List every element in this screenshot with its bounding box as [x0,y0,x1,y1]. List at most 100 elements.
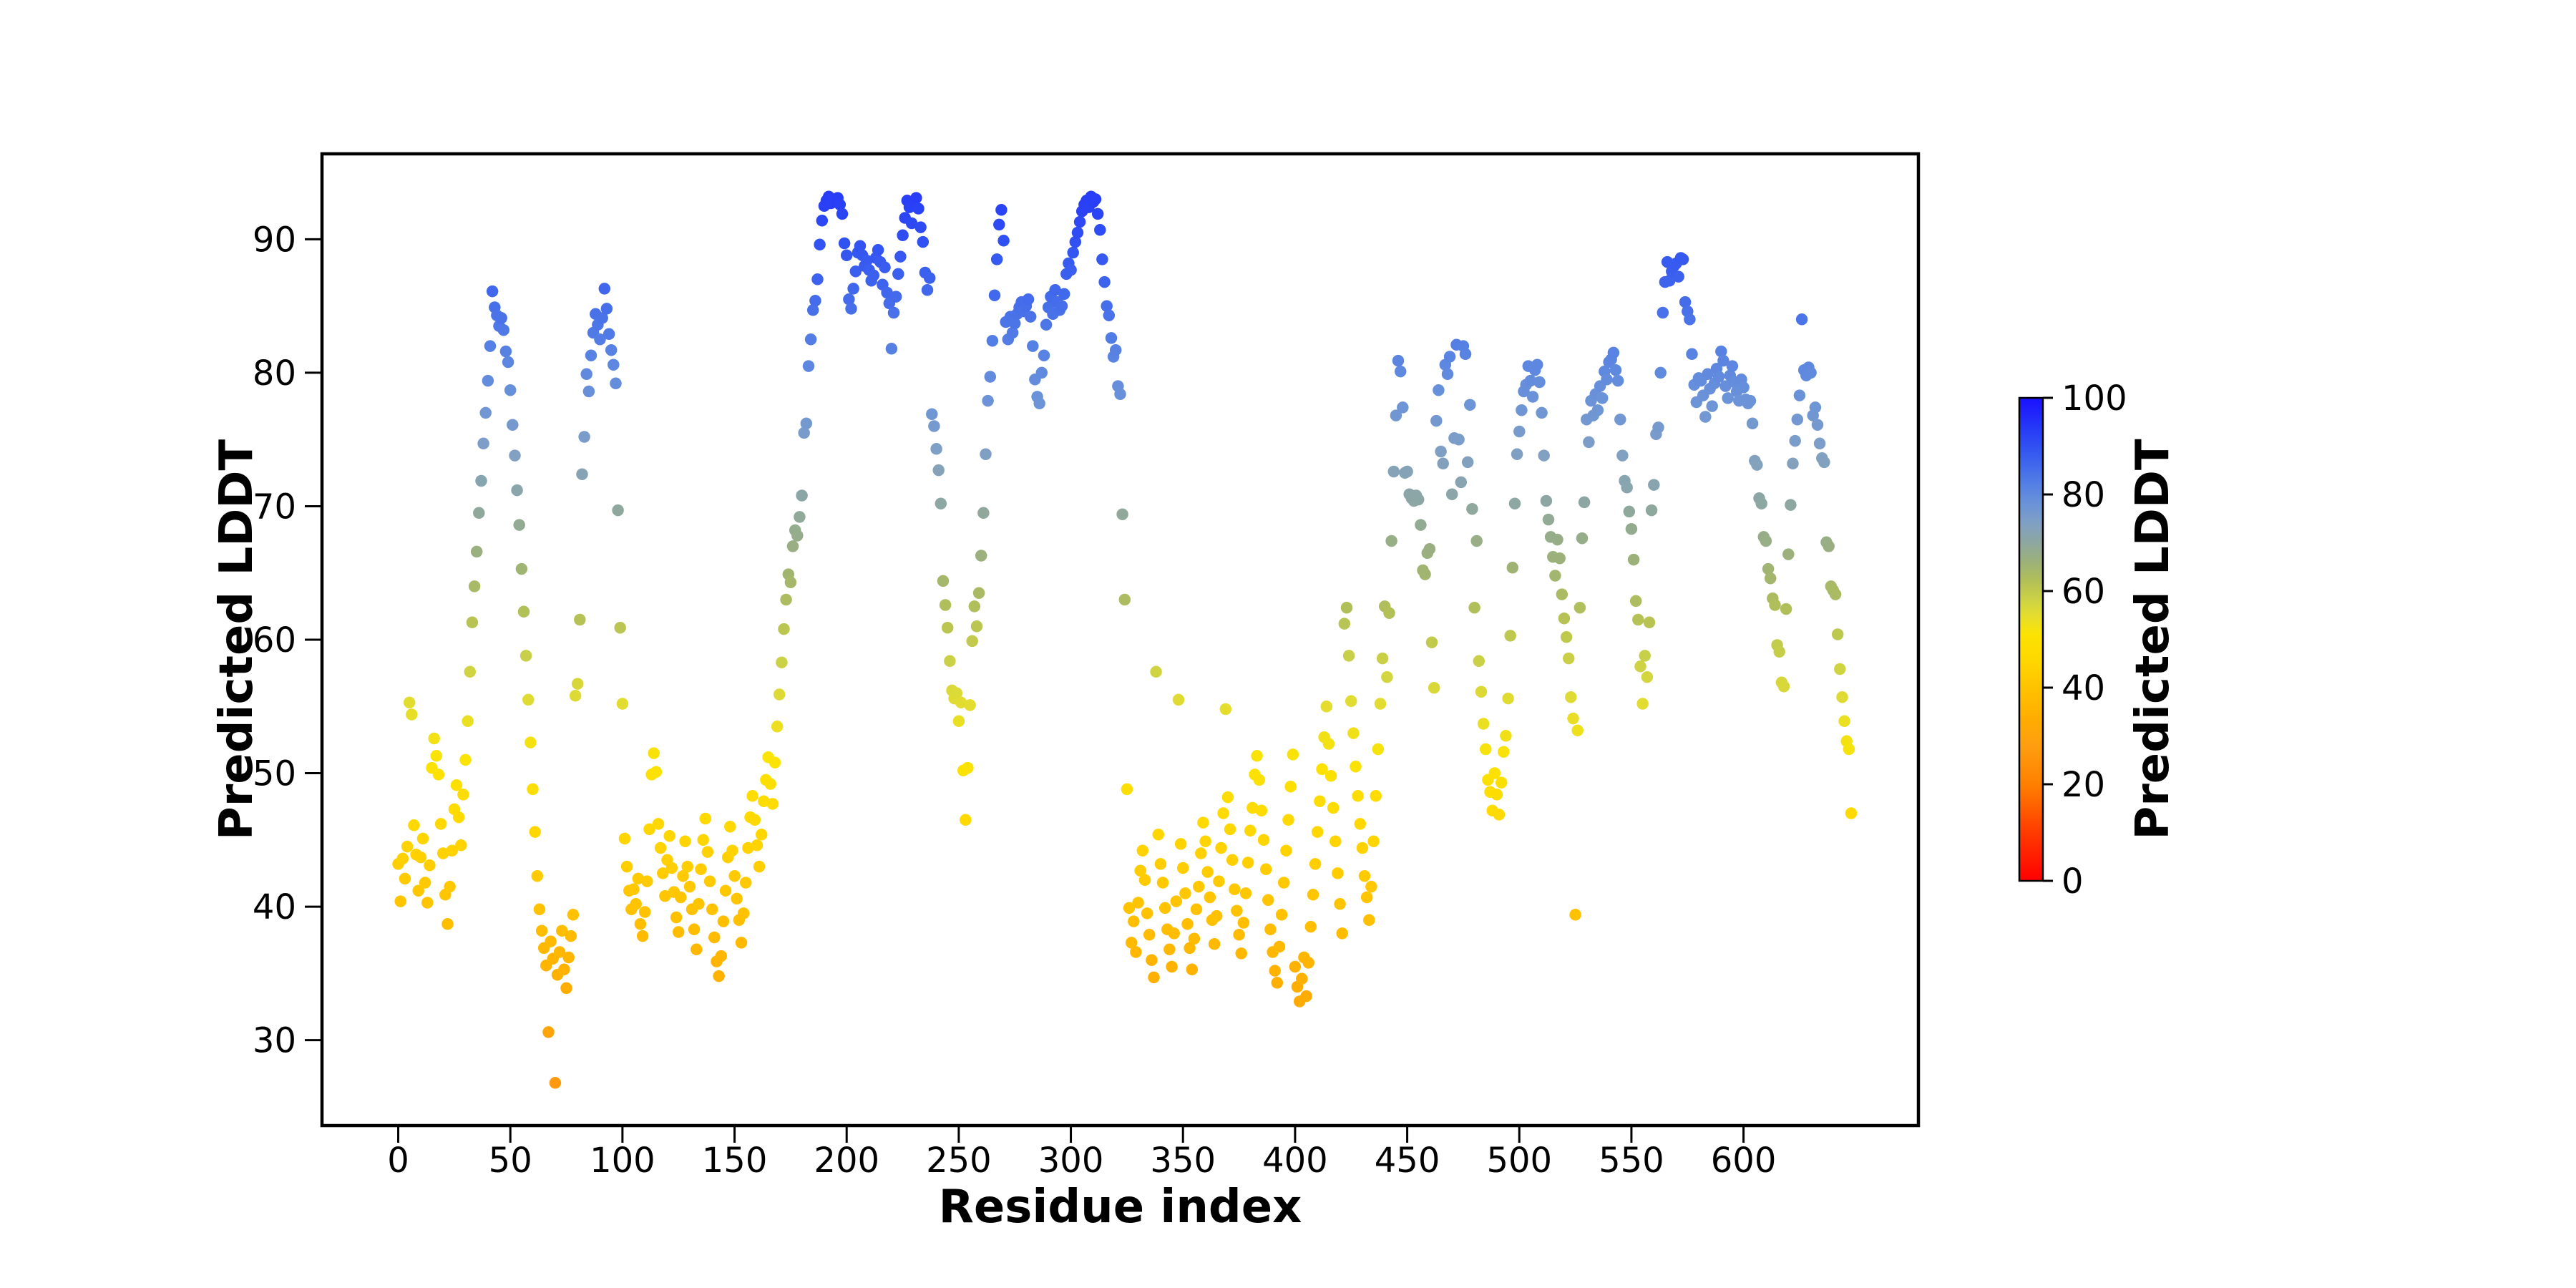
scatter-point [1264,923,1277,936]
scatter-point [507,419,519,431]
scatter-point [632,872,645,885]
scatter-point [1477,718,1490,730]
scatter-point [1302,957,1314,969]
scatter-point [986,334,999,347]
scatter-point [1134,864,1146,877]
scatter-point [1152,829,1165,841]
scatter-point [1777,680,1790,693]
scatter-point [1760,535,1772,547]
scatter-point [462,715,474,728]
scatter-point [764,778,776,790]
scatter-point [980,448,992,460]
scatter-point [715,950,728,962]
scatter-point [861,254,873,267]
scatter-point [769,756,781,769]
scatter-point [811,273,824,286]
scatter-point [1271,977,1284,989]
x-tick-label: 600 [1711,1141,1777,1181]
scatter-point [515,562,528,575]
scatter-point [432,769,445,781]
scatter-point [1172,693,1185,706]
scatter-point [962,761,974,774]
scatter-point [569,690,582,702]
scatter-point [1513,425,1526,438]
scatter-point [753,860,766,873]
scatter-point [1495,776,1508,789]
scatter-point [1526,391,1539,403]
scatter-point [1453,433,1465,446]
scatter-point [1311,826,1324,838]
scatter-point [1356,841,1369,854]
scatter-point [1327,801,1340,814]
scatter-point [1500,730,1512,742]
x-tick-label: 500 [1486,1141,1552,1181]
scatter-point [1114,388,1126,401]
scatter-point [1702,368,1714,381]
scatter-point [849,265,862,278]
scatter-point [1634,660,1646,673]
scatter-point [1257,834,1270,847]
scatter-point [990,253,1003,265]
scatter-point [1425,636,1438,648]
scatter-point [1262,894,1274,907]
scatter-point [966,635,978,648]
scatter-point [1601,374,1613,386]
scatter-point [1433,384,1445,396]
scatter-point [867,269,880,282]
scatter-point [672,926,685,938]
scatter-point [1067,246,1079,259]
scatter-point [975,550,987,562]
scatter-point [567,909,580,921]
scatter-point [1125,937,1138,949]
scatter-point [446,844,458,857]
scatter-point [1320,701,1333,713]
scatter-point [675,891,687,904]
scatter-point [428,732,440,745]
scatter-point [1536,406,1548,419]
scatter-point [838,237,851,250]
scatter-point [1336,927,1348,940]
scatter-point [879,261,891,273]
scatter-point [596,312,608,324]
scatter-point [1511,448,1523,460]
scatter-point [1181,918,1194,930]
scatter-point [1531,358,1543,371]
scatter-point [502,356,514,369]
scatter-point [1787,457,1799,470]
scatter-point [1609,364,1622,376]
scatter-point [912,203,924,215]
scatter-point [1259,863,1272,876]
scatter-point [1118,593,1131,606]
scatter-point [1277,877,1290,889]
scatter-point [1639,650,1651,662]
scatter-point [887,306,900,319]
colorbar-gradient [2018,396,2044,882]
scatter-point [533,903,546,916]
scatter-point [1829,588,1842,600]
scatter-point [1755,497,1767,509]
scatter-point [1073,215,1086,228]
scatter-point [708,931,721,944]
scatter-point [659,889,671,902]
scatter-point [1565,691,1577,703]
scatter-point [881,286,893,299]
scatter-point [1237,917,1250,929]
scatter-point [1574,601,1586,614]
scatter-point [776,656,788,668]
scatter-point [394,895,406,907]
scatter-point [1488,767,1501,779]
scatter-point [1648,479,1660,491]
scatter-point [495,312,507,324]
scatter-point [1352,790,1364,802]
scatter-point [1845,807,1858,819]
scatter-point [697,834,709,847]
scatter-point [452,811,465,824]
scatter-point [608,358,620,371]
scatter-point [1241,857,1254,869]
scatter-point [1430,414,1443,427]
scatter-point [1785,499,1797,511]
scatter-point [798,426,810,439]
scatter-point [964,699,976,711]
scatter-point [1744,394,1757,407]
scatter-point [1475,686,1488,698]
